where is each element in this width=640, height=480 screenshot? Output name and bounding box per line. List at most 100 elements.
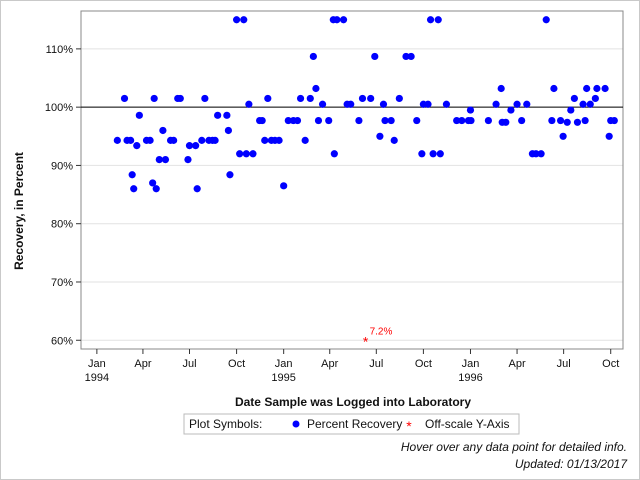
data-point[interactable] xyxy=(192,142,200,150)
data-point[interactable] xyxy=(567,106,575,114)
data-point[interactable] xyxy=(133,142,141,150)
data-point[interactable] xyxy=(387,116,395,125)
data-point[interactable] xyxy=(426,16,435,24)
data-point[interactable] xyxy=(563,118,571,126)
data-point[interactable] xyxy=(120,94,129,103)
data-point[interactable] xyxy=(184,156,192,164)
data-point[interactable] xyxy=(537,150,545,158)
data-point[interactable] xyxy=(559,132,567,140)
data-point[interactable] xyxy=(407,52,415,61)
data-point[interactable] xyxy=(306,94,314,103)
data-point[interactable] xyxy=(502,118,510,126)
data-point[interactable] xyxy=(223,111,231,119)
data-point[interactable] xyxy=(339,16,348,24)
data-point[interactable] xyxy=(201,94,209,103)
data-point[interactable] xyxy=(570,94,578,103)
data-point[interactable] xyxy=(367,94,375,103)
data-point[interactable] xyxy=(484,116,492,125)
data-point[interactable] xyxy=(466,106,475,114)
data-point[interactable] xyxy=(214,111,222,119)
data-point[interactable] xyxy=(135,111,143,119)
data-point[interactable] xyxy=(586,100,594,108)
data-point[interactable] xyxy=(436,150,444,158)
data-point[interactable] xyxy=(523,100,531,108)
data-point[interactable] xyxy=(127,136,135,144)
data-point[interactable] xyxy=(548,116,556,125)
data-point[interactable] xyxy=(579,100,587,108)
data-point[interactable] xyxy=(429,150,437,158)
data-point[interactable] xyxy=(418,150,426,158)
data-point[interactable] xyxy=(211,136,219,144)
data-point[interactable] xyxy=(185,142,194,150)
data-point[interactable] xyxy=(347,100,355,108)
data-point[interactable] xyxy=(318,100,327,108)
data-point[interactable] xyxy=(330,150,338,158)
data-point[interactable] xyxy=(176,94,184,103)
data-point[interactable] xyxy=(309,52,317,61)
data-point[interactable] xyxy=(150,94,158,103)
data-point[interactable] xyxy=(293,116,302,125)
data-point[interactable] xyxy=(442,100,451,108)
data-point[interactable] xyxy=(152,185,160,193)
data-point[interactable] xyxy=(371,52,379,61)
data-point[interactable] xyxy=(573,118,582,126)
data-point[interactable] xyxy=(583,84,591,93)
data-point[interactable] xyxy=(453,116,461,125)
data-point[interactable] xyxy=(245,100,253,108)
data-point[interactable] xyxy=(149,179,157,187)
data-point[interactable] xyxy=(130,185,138,193)
data-point[interactable] xyxy=(314,116,323,125)
data-point[interactable] xyxy=(242,150,250,158)
data-point[interactable] xyxy=(458,116,466,125)
data-point[interactable] xyxy=(542,16,550,24)
data-point[interactable] xyxy=(379,100,388,108)
data-point[interactable] xyxy=(434,16,442,24)
data-point[interactable] xyxy=(128,171,136,179)
data-point[interactable] xyxy=(591,94,599,103)
data-point[interactable] xyxy=(424,100,432,108)
data-point[interactable] xyxy=(610,116,618,125)
data-point[interactable] xyxy=(413,116,421,125)
data-point[interactable] xyxy=(280,182,288,190)
data-point[interactable] xyxy=(312,84,320,93)
data-point[interactable] xyxy=(395,94,403,103)
data-point[interactable] xyxy=(258,116,266,125)
data-point[interactable] xyxy=(224,126,232,135)
data-point[interactable] xyxy=(402,52,410,61)
data-point[interactable] xyxy=(146,136,154,144)
data-point[interactable] xyxy=(497,84,505,93)
data-point[interactable] xyxy=(198,136,206,144)
data-point[interactable] xyxy=(492,100,500,108)
data-point[interactable] xyxy=(518,116,526,125)
data-point[interactable] xyxy=(467,116,475,125)
data-point[interactable] xyxy=(261,136,269,144)
data-point[interactable] xyxy=(113,136,121,144)
data-point[interactable] xyxy=(170,136,178,144)
data-point[interactable] xyxy=(581,116,589,125)
data-point[interactable] xyxy=(296,94,305,103)
data-point[interactable] xyxy=(376,132,384,140)
data-point[interactable] xyxy=(390,136,398,144)
data-point[interactable] xyxy=(249,150,257,158)
data-point[interactable] xyxy=(532,150,540,158)
data-point[interactable] xyxy=(284,116,292,125)
data-point[interactable] xyxy=(226,171,234,179)
data-point[interactable] xyxy=(236,150,244,158)
data-point[interactable] xyxy=(605,132,613,140)
data-point[interactable] xyxy=(381,116,389,125)
data-point[interactable] xyxy=(275,136,283,144)
data-point[interactable] xyxy=(333,16,341,24)
data-point[interactable] xyxy=(264,94,272,103)
data-point[interactable] xyxy=(159,126,167,135)
data-point[interactable] xyxy=(301,136,309,144)
data-point[interactable] xyxy=(232,16,241,24)
data-point[interactable] xyxy=(193,185,201,193)
data-point[interactable] xyxy=(325,116,333,125)
data-point[interactable] xyxy=(601,84,609,93)
off-scale-point[interactable]: * xyxy=(363,333,369,349)
data-point[interactable] xyxy=(556,116,565,125)
data-point[interactable] xyxy=(507,106,515,114)
data-point[interactable] xyxy=(161,156,170,164)
data-point[interactable] xyxy=(550,84,558,93)
data-point[interactable] xyxy=(240,16,248,24)
